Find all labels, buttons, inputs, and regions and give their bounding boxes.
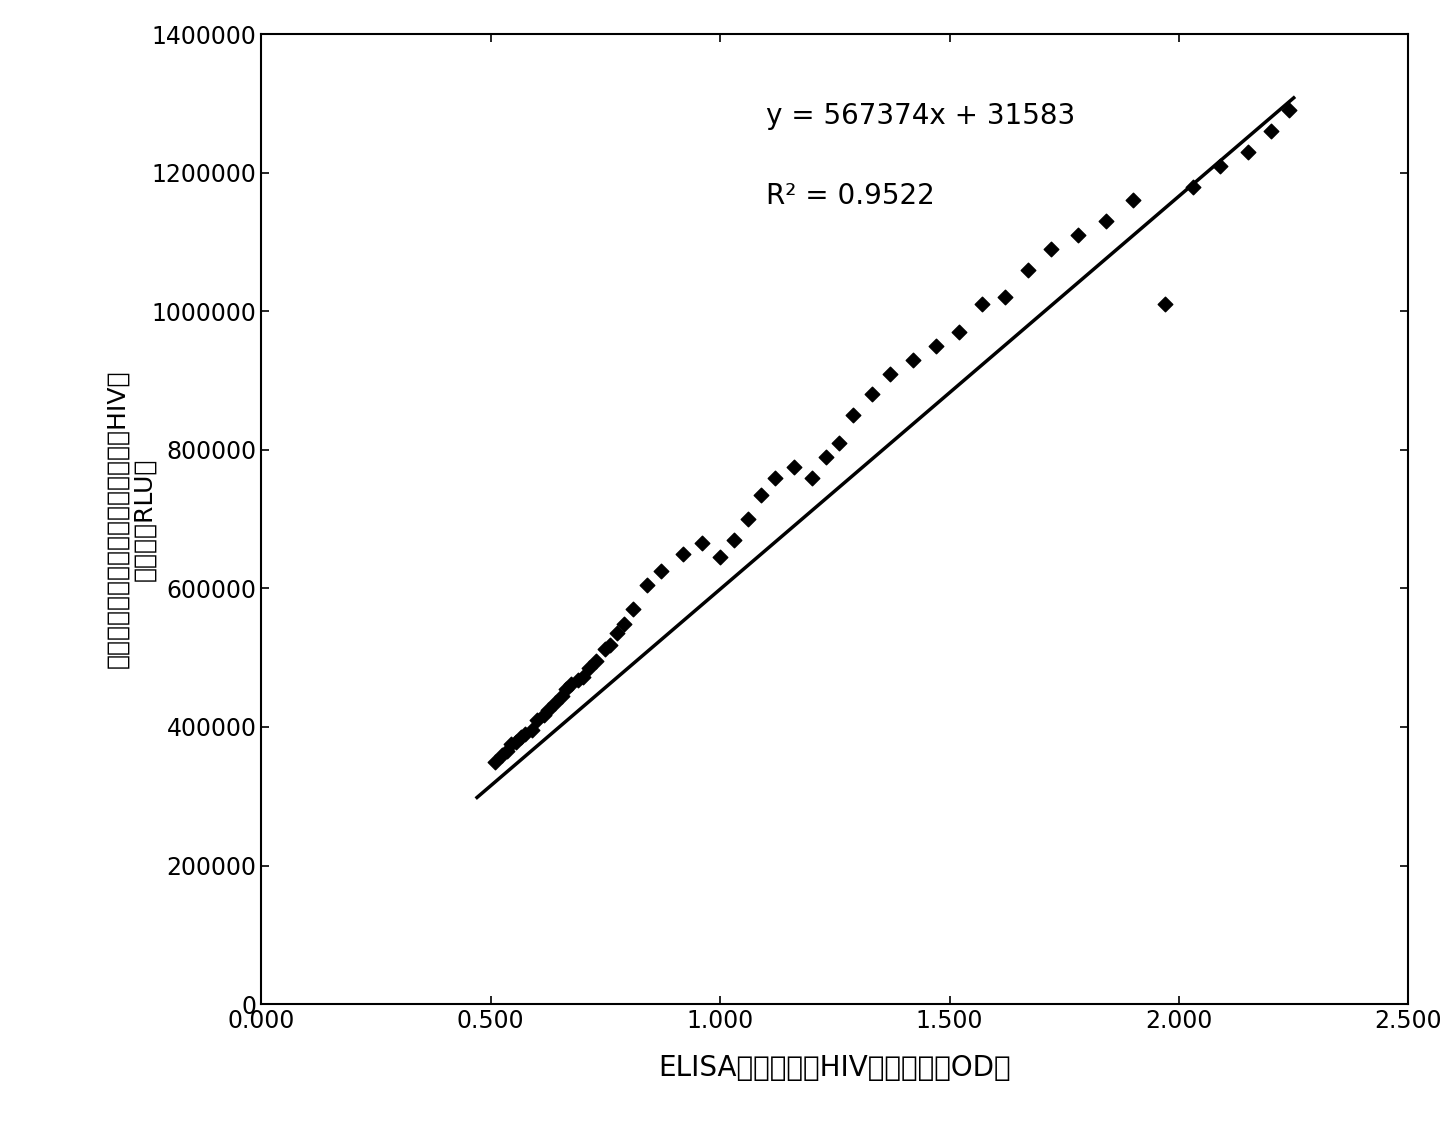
Point xyxy=(1121,192,1144,210)
Point xyxy=(543,694,566,712)
Point xyxy=(878,365,902,383)
Point xyxy=(499,735,523,753)
Point xyxy=(578,659,601,678)
Point xyxy=(510,728,533,746)
Point xyxy=(764,469,787,487)
Point xyxy=(736,510,759,528)
Point xyxy=(649,563,672,581)
X-axis label: ELISA试剂盒测定HIV抗体样品的OD值: ELISA试剂盒测定HIV抗体样品的OD值 xyxy=(659,1054,1011,1082)
Point xyxy=(842,406,865,424)
Point xyxy=(1093,212,1117,230)
Point xyxy=(594,640,617,658)
Point xyxy=(635,576,658,594)
Point xyxy=(555,680,578,698)
Point xyxy=(970,296,993,314)
Y-axis label: 本发明化学发光免疫分析试剂盒测定HIV抗
体样品的RLU值: 本发明化学发光免疫分析试剂盒测定HIV抗 体样品的RLU值 xyxy=(105,370,157,669)
Point xyxy=(514,725,537,743)
Point xyxy=(566,671,590,689)
Point xyxy=(1016,260,1040,278)
Point xyxy=(598,637,621,655)
Point xyxy=(621,600,645,618)
Point xyxy=(993,289,1016,307)
Point xyxy=(550,687,574,705)
Point xyxy=(585,652,608,670)
Point xyxy=(749,486,772,504)
Point xyxy=(1154,296,1178,314)
Point xyxy=(800,469,823,487)
Point xyxy=(815,447,838,466)
Point xyxy=(1259,122,1282,140)
Point xyxy=(783,458,806,476)
Point xyxy=(947,323,970,341)
Point xyxy=(571,667,594,686)
Point xyxy=(902,350,925,369)
Point xyxy=(531,705,555,723)
Point xyxy=(828,434,851,452)
Point xyxy=(613,615,636,633)
Point xyxy=(1066,226,1089,244)
Point xyxy=(520,721,543,739)
Point xyxy=(709,548,732,566)
Point xyxy=(1040,240,1063,258)
Point xyxy=(491,745,514,763)
Point xyxy=(690,534,713,552)
Point xyxy=(722,531,745,549)
Point xyxy=(484,753,507,771)
Point xyxy=(860,386,883,404)
Point xyxy=(526,711,549,729)
Text: y = 567374x + 31583: y = 567374x + 31583 xyxy=(767,103,1076,130)
Point xyxy=(1278,102,1301,120)
Point xyxy=(1236,143,1259,161)
Point xyxy=(559,674,582,693)
Point xyxy=(537,701,560,719)
Point xyxy=(1208,156,1231,175)
Point xyxy=(495,742,518,760)
Text: R² = 0.9522: R² = 0.9522 xyxy=(767,181,935,210)
Point xyxy=(925,337,948,355)
Point xyxy=(1180,178,1204,196)
Point xyxy=(504,734,527,752)
Point xyxy=(605,624,629,642)
Point xyxy=(672,544,696,563)
